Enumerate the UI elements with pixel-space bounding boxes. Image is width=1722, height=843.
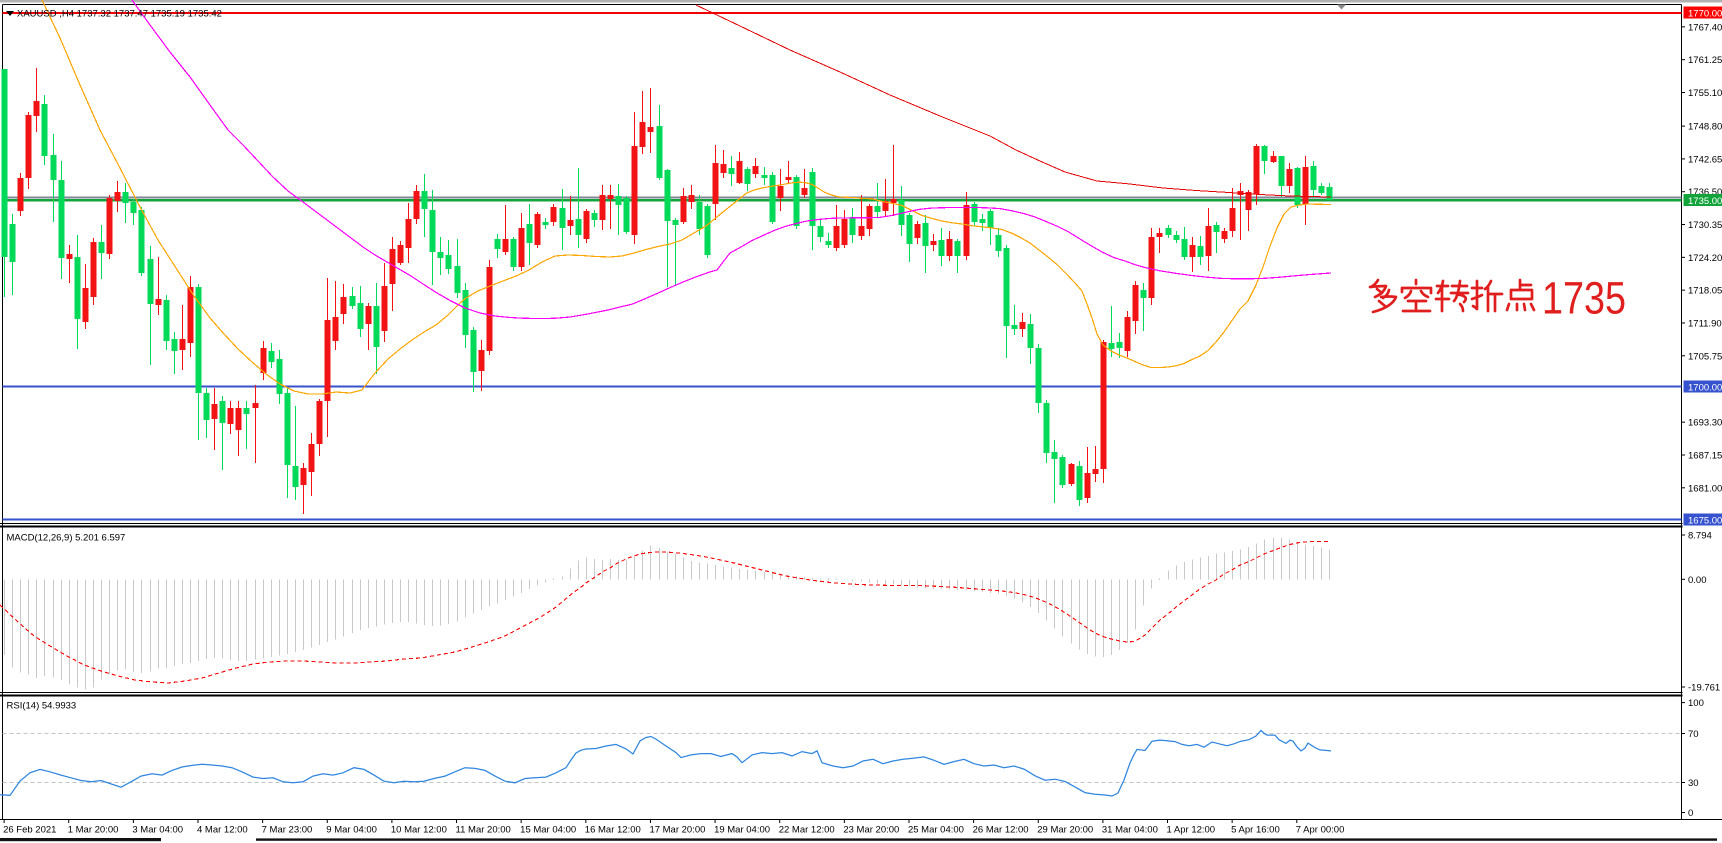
svg-text:1693.30: 1693.30 — [1688, 418, 1722, 429]
svg-text:9 Mar 04:00: 9 Mar 04:00 — [326, 825, 377, 836]
svg-text:1742.65: 1742.65 — [1688, 154, 1722, 165]
svg-text:11 Mar 20:00: 11 Mar 20:00 — [456, 825, 511, 836]
svg-text:1755.10: 1755.10 — [1688, 88, 1722, 99]
svg-text:0.00: 0.00 — [1688, 575, 1707, 586]
svg-text:17 Mar 20:00: 17 Mar 20:00 — [649, 825, 705, 836]
svg-text:16 Mar 12:00: 16 Mar 12:00 — [585, 825, 641, 836]
svg-text:31 Mar 04:00: 31 Mar 04:00 — [1102, 825, 1158, 836]
svg-text:15 Mar 04:00: 15 Mar 04:00 — [520, 825, 576, 836]
svg-text:100: 100 — [1688, 698, 1704, 709]
svg-text:1705.75: 1705.75 — [1688, 351, 1722, 362]
svg-text:23 Mar 20:00: 23 Mar 20:00 — [843, 825, 899, 836]
svg-text:1687.15: 1687.15 — [1688, 451, 1722, 462]
svg-text:26 Mar 12:00: 26 Mar 12:00 — [973, 825, 1029, 836]
svg-text:1735.00: 1735.00 — [1688, 196, 1722, 207]
svg-text:1718.05: 1718.05 — [1688, 286, 1722, 297]
svg-text:1675.00: 1675.00 — [1688, 516, 1722, 527]
svg-text:5 Apr 16:00: 5 Apr 16:00 — [1231, 825, 1280, 836]
svg-text:1736.50: 1736.50 — [1688, 187, 1722, 198]
svg-text:1724.20: 1724.20 — [1688, 253, 1722, 264]
svg-text:1 Mar 20:00: 1 Mar 20:00 — [68, 825, 119, 836]
svg-text:26 Feb 2021: 26 Feb 2021 — [3, 825, 56, 836]
svg-text:29 Mar 20:00: 29 Mar 20:00 — [1037, 825, 1093, 836]
svg-text:XAUUSD ,H4 1737.32 1737.47 17: XAUUSD ,H4 1737.32 1737.47 1735.19 1735.… — [17, 9, 222, 20]
svg-text:10 Mar 12:00: 10 Mar 12:00 — [391, 825, 447, 836]
svg-text:1711.90: 1711.90 — [1688, 318, 1722, 329]
svg-text:8.794: 8.794 — [1688, 531, 1712, 542]
svg-text:-19.761: -19.761 — [1688, 683, 1720, 694]
svg-text:1761.25: 1761.25 — [1688, 55, 1722, 66]
svg-text:7 Apr 00:00: 7 Apr 00:00 — [1296, 825, 1345, 836]
svg-text:22 Mar 12:00: 22 Mar 12:00 — [779, 825, 835, 836]
svg-text:MACD(12,26,9) 5.201 6.597: MACD(12,26,9) 5.201 6.597 — [7, 533, 126, 544]
svg-text:25 Mar 04:00: 25 Mar 04:00 — [908, 825, 964, 836]
svg-text:19 Mar 04:00: 19 Mar 04:00 — [714, 825, 770, 836]
svg-text:7 Mar 23:00: 7 Mar 23:00 — [262, 825, 313, 836]
svg-text:1770.00: 1770.00 — [1688, 9, 1722, 20]
svg-text:1681.00: 1681.00 — [1688, 483, 1722, 494]
svg-text:30: 30 — [1688, 778, 1699, 789]
svg-text:3 Mar 04:00: 3 Mar 04:00 — [132, 825, 183, 836]
svg-text:1730.35: 1730.35 — [1688, 220, 1722, 231]
svg-text:70: 70 — [1688, 729, 1699, 740]
svg-text:1735: 1735 — [1542, 273, 1626, 324]
svg-text:1767.40: 1767.40 — [1688, 22, 1722, 33]
svg-text:0: 0 — [1688, 808, 1693, 819]
svg-text:RSI(14) 54.9933: RSI(14) 54.9933 — [7, 701, 77, 712]
svg-text:4 Mar 12:00: 4 Mar 12:00 — [197, 825, 248, 836]
svg-text:1 Apr 12:00: 1 Apr 12:00 — [1167, 825, 1216, 836]
svg-text:1700.00: 1700.00 — [1688, 383, 1722, 394]
svg-text:1748.80: 1748.80 — [1688, 122, 1722, 133]
